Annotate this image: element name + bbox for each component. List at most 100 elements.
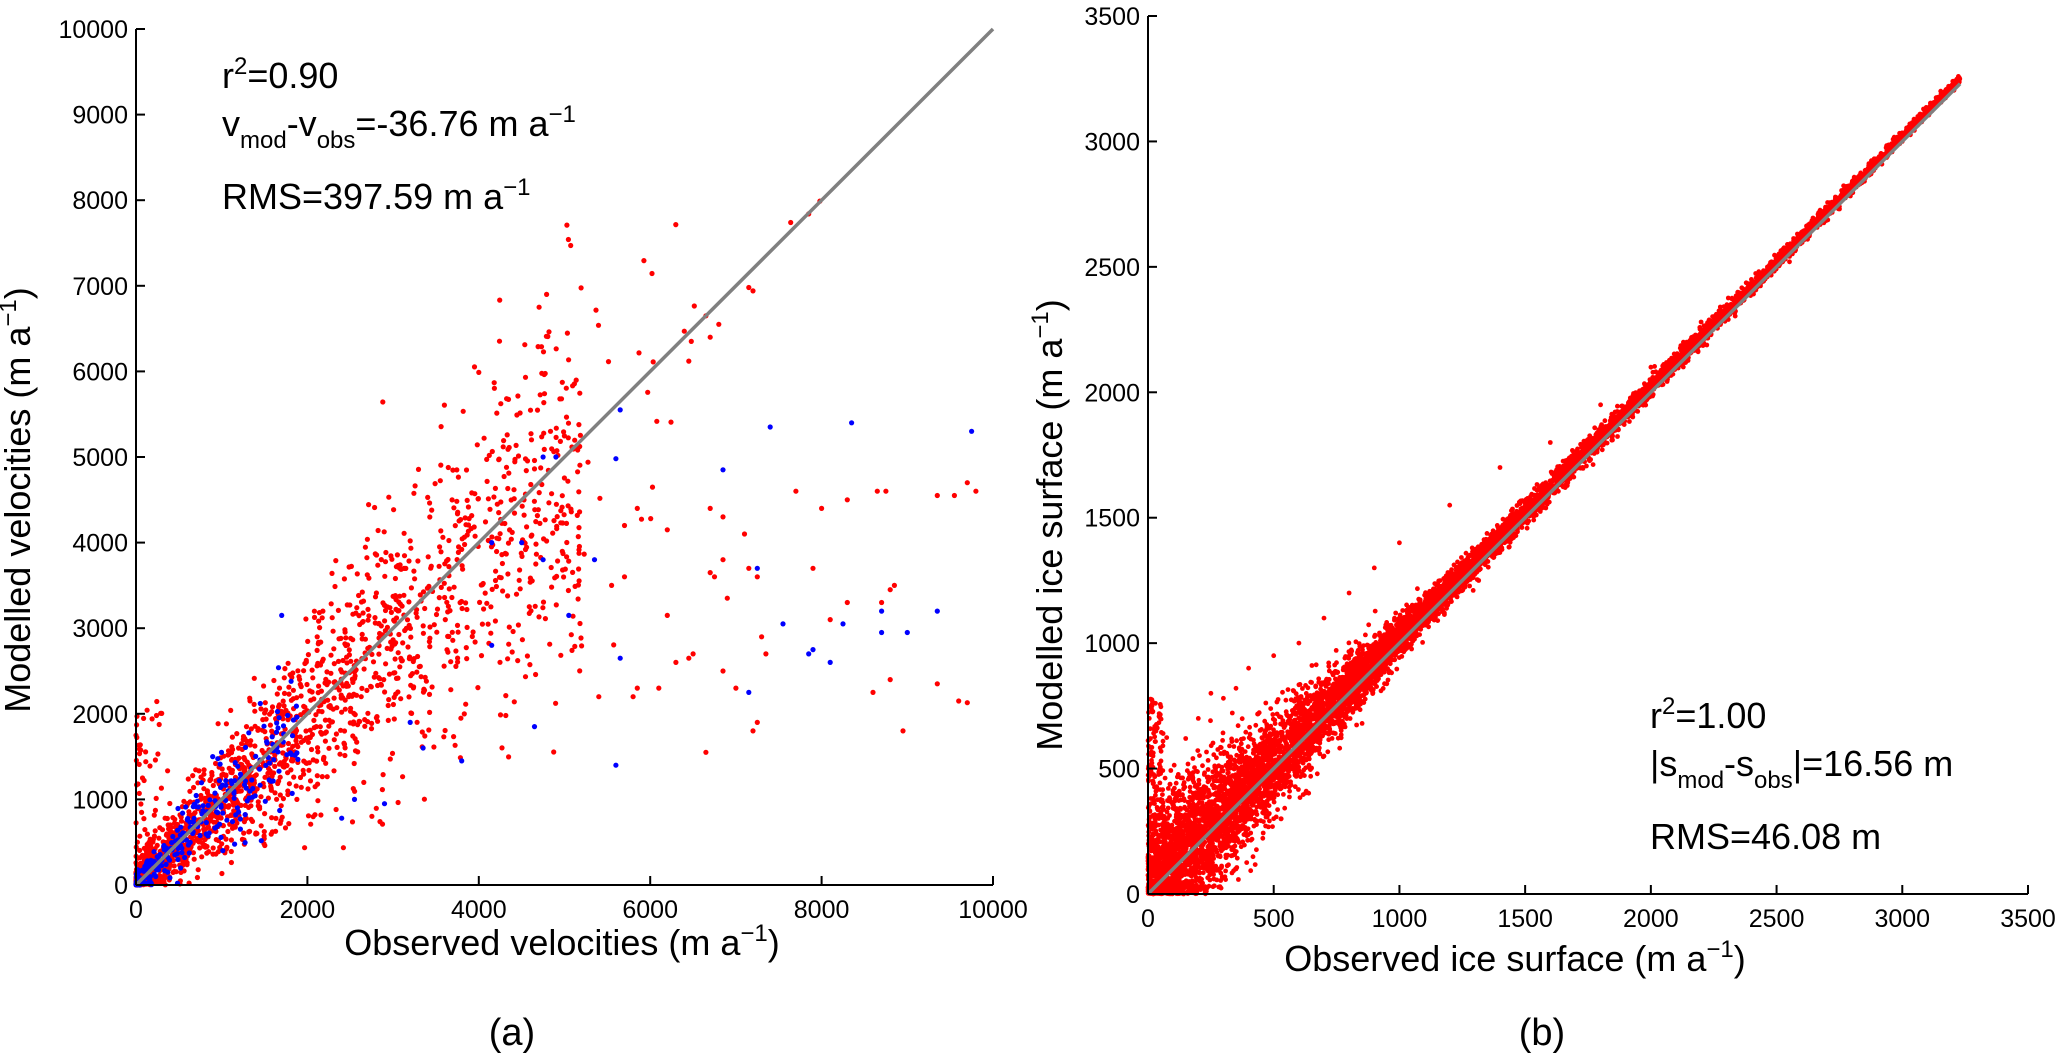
panel-a-point-blue <box>197 832 203 839</box>
panel-a-point-red <box>144 831 150 837</box>
panel-a-point-red <box>493 583 499 590</box>
panel-a-point-blue <box>218 784 224 791</box>
panel-a-point-red <box>396 608 402 614</box>
panel-a-point-red <box>414 614 420 620</box>
panel-a-point-red <box>281 764 287 770</box>
panel-a-point-red <box>395 675 401 681</box>
panel-a-point-blue <box>151 871 157 877</box>
panel-a-point-red <box>352 712 358 718</box>
panel-a-point-red <box>516 577 522 583</box>
panel-a-point-red <box>585 459 591 465</box>
panel-a-point-red <box>561 574 567 580</box>
panel-a-point-blue <box>237 826 243 832</box>
panel-a-point-red <box>359 589 365 595</box>
panel-a-point-red <box>538 465 544 471</box>
panel-a-point-red <box>313 712 319 718</box>
panel-a-point-red <box>392 593 398 599</box>
panel-b-point-red <box>1354 722 1359 728</box>
panel-a-point-red <box>329 615 335 621</box>
panel-a-point-red <box>305 638 311 645</box>
panel-a-point-red <box>449 594 455 601</box>
panel-a-point-red <box>253 772 259 778</box>
panel-a-point-red <box>228 837 234 843</box>
panel-a-point-red <box>203 826 209 832</box>
panel-a-point-blue <box>218 749 225 756</box>
panel-a-point-red <box>343 635 349 641</box>
panel-a-point-red <box>621 574 628 580</box>
panel-a-point-red <box>347 720 353 726</box>
panel-a-point-red <box>398 566 404 572</box>
panel-a-point-red <box>528 533 534 539</box>
panel-a-point-red <box>392 575 398 582</box>
panel-a-point-blue <box>288 678 294 684</box>
panel-a-point-red <box>319 774 325 780</box>
panel-a-point-red <box>383 661 389 667</box>
panel-a-point-red <box>494 548 500 555</box>
panel-a-point-red <box>472 533 478 539</box>
panel-a-point-red <box>370 659 377 665</box>
panel-a-point-red <box>282 825 289 831</box>
panel-a-point-blue <box>746 689 752 696</box>
panel-a-point-red <box>366 502 372 508</box>
panel-a-point-red <box>307 727 313 733</box>
panel-a-point-red <box>375 527 381 534</box>
panel-a-point-red <box>156 835 162 841</box>
panel-a-point-red <box>648 516 654 522</box>
panel-a-point-red <box>534 513 541 519</box>
panel-a-point-red <box>255 803 261 809</box>
panel-a-point-red <box>489 534 495 540</box>
panel-a-point-red <box>509 529 515 536</box>
panel-a-point-red <box>621 522 628 529</box>
panel-a-point-red <box>650 359 656 365</box>
panel-a-point-red <box>326 723 332 729</box>
panel-a-point-blue <box>810 647 816 653</box>
panel-a-point-red <box>310 675 316 681</box>
panel-a-points <box>133 198 979 888</box>
panel-a-point-red <box>219 841 225 847</box>
panel-a-point-red <box>184 862 190 868</box>
panel-a-point-red <box>352 748 359 754</box>
panel-a-point-red <box>533 671 539 678</box>
panel-a-point-red <box>563 520 570 527</box>
panel-a-point-blue <box>194 798 200 804</box>
panel-a-point-red <box>368 726 375 732</box>
panel-a-point-red <box>208 776 214 782</box>
panel-a-point-red <box>466 516 472 522</box>
panel-a-point-red <box>577 668 583 674</box>
panel-a-point-red <box>575 534 581 540</box>
panel-a-point-blue <box>252 793 258 799</box>
panel-a-point-blue <box>250 785 256 792</box>
panel-a-point-red <box>239 741 245 747</box>
panel-a-point-red <box>170 815 176 821</box>
panel-a-point-red <box>376 651 382 657</box>
panel-a-point-red <box>964 700 970 706</box>
panel-a-point-red <box>309 667 315 673</box>
panel-a-point-red <box>297 734 303 740</box>
panel-a-point-red <box>569 647 575 654</box>
panel-a-point-red <box>332 583 338 590</box>
panel-a-point-red <box>248 803 254 809</box>
panel-a-point-red <box>527 662 533 668</box>
panel-b-point-red <box>1394 666 1400 672</box>
panel-a-point-red <box>288 697 294 703</box>
panel-a-point-blue <box>381 801 388 807</box>
panel-a-point-blue <box>257 700 263 707</box>
panel-a-point-red <box>540 605 546 611</box>
panel-a-point-red <box>262 811 268 817</box>
panel-a-point-red <box>450 467 456 473</box>
panel-a-point-red <box>535 344 541 350</box>
panel-a-point-red <box>515 622 522 628</box>
panel-a-point-red <box>559 493 565 499</box>
panel-a-point-red <box>575 596 581 602</box>
panel-a-point-red <box>276 778 282 784</box>
panel-a-point-red <box>526 604 532 610</box>
panel-a-point-red <box>511 496 517 502</box>
panel-a-point-blue <box>170 833 176 840</box>
panel-a-bias-annotation: vmod-vobs=-36.76 m a−1 <box>222 101 576 154</box>
panel-a-point-red <box>425 494 431 500</box>
panel-a-point-red <box>171 863 177 869</box>
panel-a-point-red <box>364 687 370 694</box>
panel-a-point-blue <box>840 621 846 627</box>
panel-a-point-red <box>248 738 254 744</box>
panel-a-point-red <box>277 774 283 780</box>
